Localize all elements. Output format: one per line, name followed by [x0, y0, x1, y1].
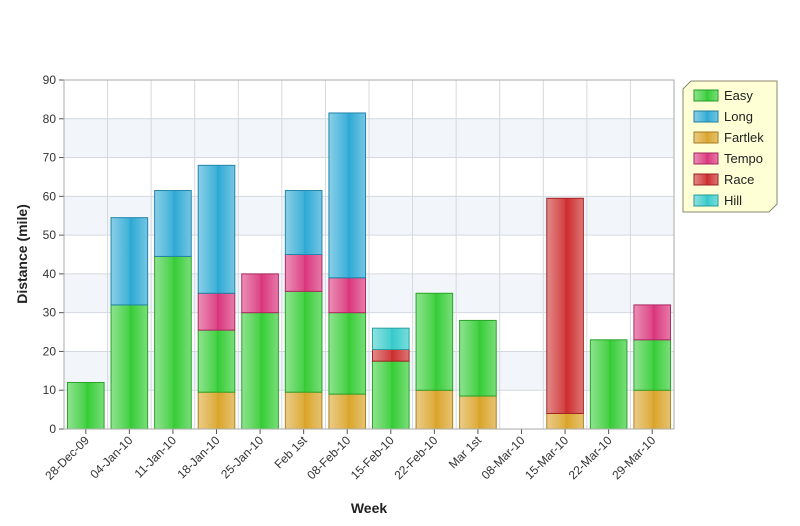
x-tick-label: 29-Mar-10 [609, 433, 658, 482]
y-tick-label: 30 [43, 306, 57, 320]
x-tick-label: 18-Jan-10 [175, 433, 223, 481]
bar-segment-easy [328, 312, 367, 395]
legend-label-race: Race [724, 172, 754, 187]
bar-segment-tempo [241, 273, 279, 314]
y-tick-label: 50 [43, 228, 57, 242]
bar-segment-easy [197, 329, 236, 393]
plot-frame [63, 79, 675, 430]
bar-segment-easy [154, 255, 192, 430]
bar-segment-long [328, 112, 367, 279]
bar-segment-fartlek [459, 395, 497, 430]
legend-label-hill: Hill [724, 193, 742, 208]
x-tick-label: Feb 1st [272, 433, 311, 472]
legend-label-long: Long [724, 109, 753, 124]
bar-segment-fartlek [633, 389, 672, 430]
x-tick-label: 25-Jan-10 [218, 433, 266, 481]
bar-segment-easy [284, 290, 323, 393]
y-tick-label: 60 [43, 189, 57, 203]
bar-segment-tempo [197, 292, 236, 331]
x-tick-label: 08-Feb-10 [304, 433, 353, 482]
x-tick-label: 15-Mar-10 [522, 433, 571, 482]
x-tick-label: 22-Feb-10 [391, 433, 440, 482]
bar-segment-easy [633, 339, 672, 391]
bar-segment-fartlek [197, 391, 236, 430]
bar-segment-easy [66, 381, 105, 430]
bar-segment-long [154, 190, 192, 257]
y-tick-label: 40 [43, 267, 57, 281]
y-axis-title: Distance (mile) [14, 204, 30, 304]
bar-segment-fartlek [415, 389, 454, 430]
y-tick-label: 90 [43, 73, 57, 87]
bar-segment-race [371, 349, 410, 362]
bar-segment-fartlek [546, 412, 584, 430]
y-tick-label: 10 [43, 383, 57, 397]
bar-segment-hill [371, 327, 410, 351]
legend-swatch-fartlek [693, 131, 719, 144]
x-tick-label: 15-Feb-10 [348, 433, 397, 482]
bar-segment-fartlek [284, 391, 323, 430]
bar-segment-easy [459, 319, 497, 397]
x-tick-label: 28-Dec-09 [42, 433, 92, 483]
x-tick-label: 11-Jan-10 [132, 433, 180, 481]
bar-segment-long [284, 190, 323, 255]
legend-swatch-long [693, 110, 719, 123]
legend-label-fartlek: Fartlek [724, 130, 764, 145]
bar-segment-long [197, 164, 236, 294]
legend-swatch-tempo [693, 152, 719, 165]
x-tick-label: Mar 1st [446, 433, 485, 472]
bar-segment-easy [110, 304, 149, 430]
bar-segment-easy [371, 360, 410, 430]
y-tick-label: 70 [43, 151, 57, 165]
y-tick-label: 0 [49, 422, 56, 436]
bar-segment-long [110, 217, 149, 306]
y-tick-label: 80 [43, 112, 57, 126]
bar-segment-easy [241, 312, 279, 430]
legend-label-tempo: Tempo [724, 151, 763, 166]
bar-segment-easy [415, 292, 454, 391]
bar-segment-fartlek [328, 393, 367, 430]
bar-segment-tempo [284, 254, 323, 292]
x-tick-label: 08-Mar-10 [479, 433, 528, 482]
bar-segment-race [546, 197, 584, 414]
y-tick-label: 20 [43, 344, 57, 358]
legend-label-easy: Easy [724, 88, 753, 103]
legend-swatch-hill [693, 194, 719, 207]
bar-segment-easy [589, 339, 628, 430]
legend-swatch-race [693, 173, 719, 186]
bar-segment-tempo [633, 304, 672, 341]
legend-swatch-easy [693, 89, 719, 102]
x-axis-title: Week [351, 500, 388, 516]
x-tick-label: 22-Mar-10 [566, 433, 615, 482]
x-tick-label: 04-Jan-10 [87, 433, 135, 481]
bar-segment-tempo [328, 277, 367, 314]
